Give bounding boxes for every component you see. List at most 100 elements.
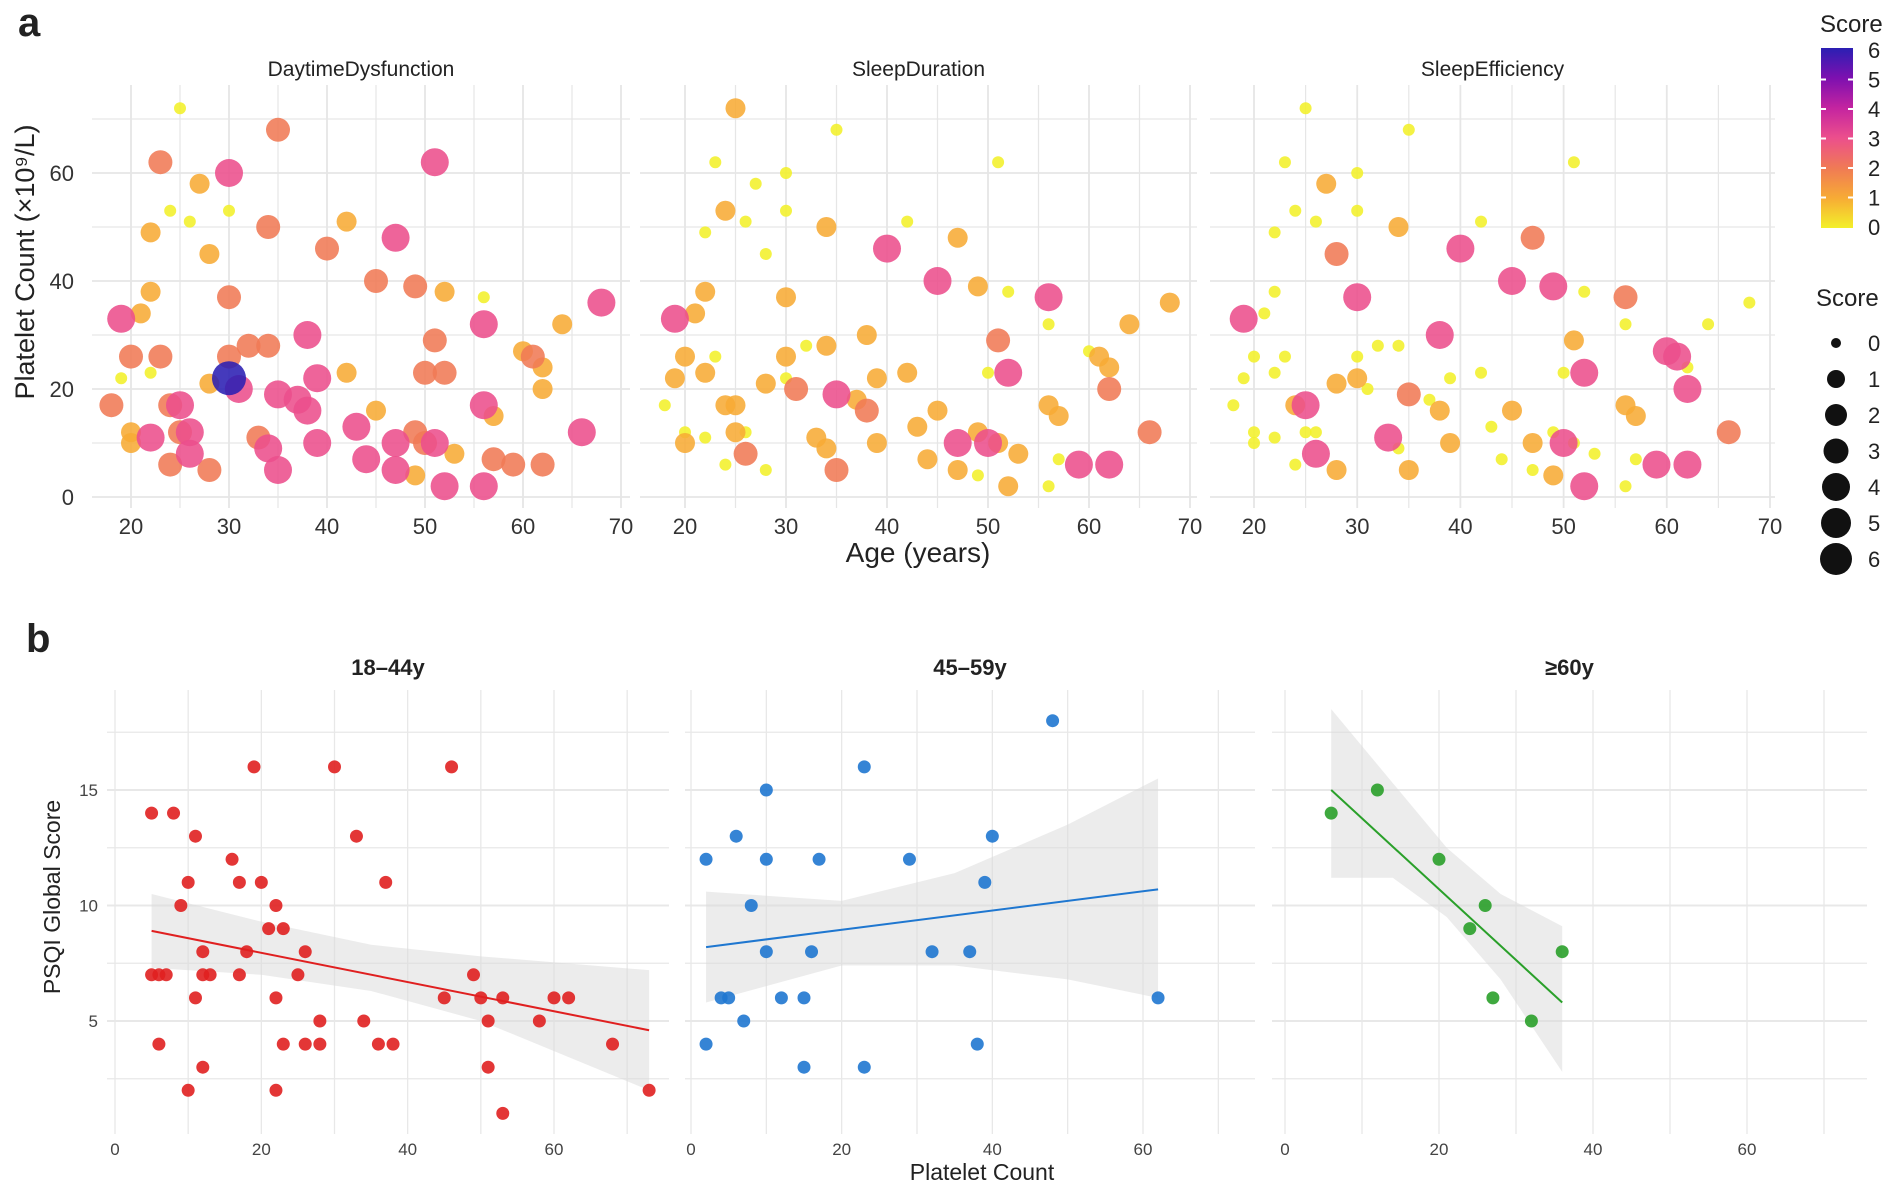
data-point (303, 429, 332, 457)
data-point (349, 829, 363, 843)
data-point (352, 445, 381, 474)
data-point (266, 117, 290, 142)
data-point (148, 150, 173, 175)
facet-title: SleepEfficiency (1421, 58, 1565, 81)
data-point (725, 422, 746, 443)
data-point (1370, 783, 1384, 797)
facet-title: 18–44y (351, 655, 425, 680)
size-legend-dot (1827, 370, 1845, 388)
data-point (199, 244, 220, 264)
data-point (1743, 296, 1756, 309)
data-point (1159, 292, 1180, 313)
data-point (1151, 991, 1165, 1005)
data-point (269, 899, 283, 912)
data-point (606, 1037, 620, 1051)
data-point (1563, 330, 1584, 351)
colorbar-label: 2 (1868, 156, 1880, 181)
data-point (1557, 366, 1570, 379)
data-point (1268, 285, 1281, 298)
data-point (784, 377, 809, 401)
x-tick-label: 50 (413, 514, 437, 539)
data-point (159, 968, 173, 982)
data-point (1289, 458, 1302, 471)
x-tick-label: 50 (976, 514, 1000, 539)
y-tick-label: 0 (62, 485, 74, 510)
data-point (1268, 226, 1281, 239)
data-point (1309, 426, 1322, 439)
data-point (744, 899, 758, 912)
data-point (1268, 366, 1281, 379)
data-point (188, 991, 202, 1005)
data-point (1613, 285, 1638, 310)
data-point (923, 267, 952, 295)
size-legend-label: 6 (1868, 547, 1880, 572)
data-point (642, 1083, 656, 1097)
data-point (140, 222, 161, 243)
data-point (715, 200, 736, 221)
x-tick-label: 30 (774, 514, 798, 539)
data-point (121, 433, 141, 453)
data-point (188, 829, 202, 843)
data-point (381, 429, 410, 457)
data-point (1502, 400, 1522, 421)
data-point (1543, 465, 1564, 486)
data-point (925, 945, 939, 959)
a-x-axis-label: Age (years) (846, 537, 991, 568)
colorbar-label: 3 (1868, 127, 1880, 152)
data-point (1578, 285, 1591, 298)
data-point (1495, 453, 1508, 466)
data-point (1268, 431, 1281, 444)
data-point (1316, 173, 1337, 194)
size-legend-dot (1823, 438, 1849, 464)
data-point (1227, 399, 1240, 412)
data-point (675, 346, 695, 367)
data-point (1351, 350, 1364, 363)
data-point (699, 1037, 713, 1051)
data-point (974, 429, 1002, 457)
data-point (166, 391, 194, 420)
data-point (797, 1060, 811, 1074)
data-point (212, 361, 246, 396)
data-point (183, 215, 196, 228)
data-point (328, 760, 341, 774)
facet-title: ≥60y (1545, 655, 1595, 680)
data-point (943, 429, 972, 457)
facet-title: DaytimeDysfunction (268, 58, 455, 81)
data-point (699, 431, 712, 444)
data-point (722, 991, 736, 1005)
data-point (1002, 285, 1015, 298)
data-point (264, 456, 292, 484)
x-tick-label: 70 (1758, 514, 1782, 539)
data-point (685, 303, 706, 324)
data-point (1095, 450, 1124, 479)
size-legend-dot (1820, 543, 1852, 575)
confidence-band (1331, 709, 1563, 1072)
data-point (547, 991, 561, 1005)
x-tick-label: 30 (1345, 514, 1369, 539)
data-point (699, 852, 713, 866)
confidence-band (706, 778, 1159, 1003)
data-point (291, 968, 305, 982)
data-point (658, 399, 671, 412)
data-point (1137, 420, 1162, 445)
data-point (469, 310, 498, 339)
data-point (1097, 377, 1122, 401)
data-point (364, 269, 388, 293)
x-tick-label: 0 (110, 1140, 119, 1159)
data-point (664, 368, 685, 389)
data-point (225, 852, 239, 866)
data-point (107, 304, 136, 333)
data-point (1361, 383, 1374, 395)
data-point (587, 288, 616, 317)
data-point (749, 177, 762, 190)
data-point (982, 366, 994, 379)
size-legend-dot (1821, 508, 1851, 538)
data-point (276, 922, 290, 936)
data-point (381, 223, 410, 252)
data-point (422, 328, 447, 353)
data-point (1052, 453, 1065, 466)
data-point (1396, 382, 1421, 407)
data-point (469, 472, 498, 501)
data-point (866, 368, 887, 389)
data-point (1374, 423, 1403, 452)
